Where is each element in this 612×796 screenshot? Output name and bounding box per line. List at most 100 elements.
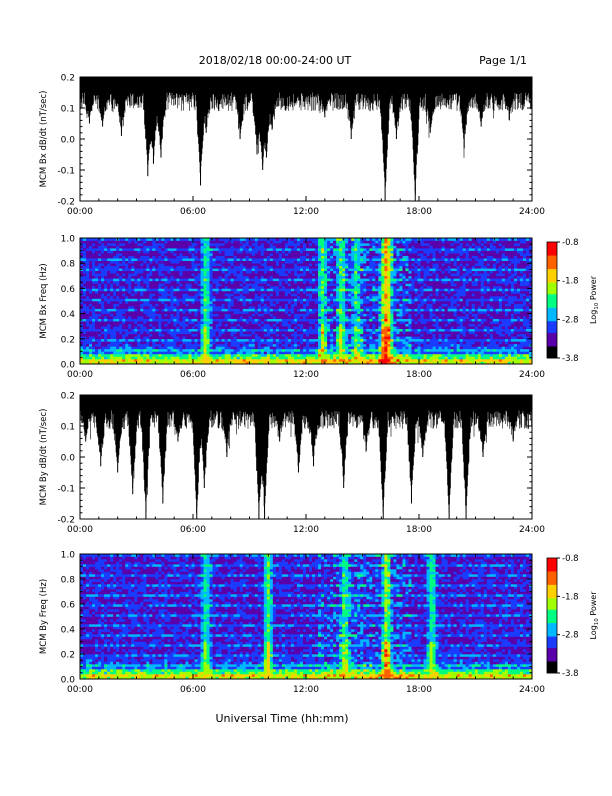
spectrogram-cell (378, 336, 381, 339)
spectrogram-cell (228, 349, 231, 352)
spectrogram-cell (442, 339, 445, 342)
spectrogram-cell (176, 324, 179, 327)
spectrogram-cell (381, 296, 384, 299)
spectrogram-cell (448, 288, 451, 291)
spectrogram-cell (110, 334, 113, 337)
spectrogram-cell (315, 321, 318, 324)
spectrogram-cell (424, 296, 427, 299)
spectrogram-cell (372, 301, 375, 304)
spectrogram-cell (439, 283, 442, 286)
spectrogram-cell (86, 311, 89, 314)
spectrogram-cell (493, 311, 496, 314)
spectrogram-cell (448, 304, 451, 307)
spectrogram-cell (300, 286, 303, 289)
spectrogram-cell (228, 326, 231, 329)
spectrogram-cell (249, 301, 252, 304)
spectrogram-cell (375, 314, 378, 317)
spectrogram-cell (330, 314, 333, 317)
spectrogram-cell (439, 298, 442, 301)
spectrogram-cell (225, 321, 228, 324)
spectrogram-cell (167, 298, 170, 301)
spectrogram-cell (107, 306, 110, 309)
spectrogram-cell (481, 298, 484, 301)
spectrogram-cell (131, 288, 134, 291)
spectrogram-cell (140, 311, 143, 314)
spectrogram-cell (384, 316, 387, 319)
spectrogram-cell (451, 304, 454, 307)
spectrogram-cell (297, 346, 300, 349)
spectrogram-cell (381, 293, 384, 296)
spectrogram-cell (198, 293, 201, 296)
spectrogram-cell (143, 281, 146, 284)
spectrogram-cell (294, 351, 297, 354)
spectrogram-cell (345, 298, 348, 301)
spectrogram-cell (478, 329, 481, 332)
spectrogram-cell (134, 293, 137, 296)
spectrogram-cell (216, 301, 219, 304)
spectrogram-cell (279, 324, 282, 327)
spectrogram-cell (279, 354, 282, 357)
spectrogram-cell (107, 329, 110, 332)
spectrogram-cell (502, 296, 505, 299)
spectrogram-cell (204, 309, 207, 312)
spectrogram-cell (484, 298, 487, 301)
spectrogram-cell (279, 344, 282, 347)
spectrogram-cell (179, 354, 182, 357)
spectrogram-cell (526, 346, 529, 349)
spectrogram-cell (315, 293, 318, 296)
spectrogram-cell (315, 329, 318, 332)
spectrogram-cell (396, 351, 399, 354)
spectrogram-cell (270, 326, 273, 329)
spectrogram-cell (396, 311, 399, 314)
spectrogram-cell (490, 291, 493, 294)
spectrogram-cell (424, 304, 427, 307)
spectrogram-cell (167, 288, 170, 291)
spectrogram-cell (155, 283, 158, 286)
spectrogram-cell (231, 321, 234, 324)
spectrogram-cell (288, 356, 291, 359)
spectrogram-cell (463, 319, 466, 322)
spectrogram-cell (285, 311, 288, 314)
spectrogram-cell (297, 331, 300, 334)
spectrogram-cell (321, 298, 324, 301)
spectrogram-cell (198, 351, 201, 354)
spectrogram-cell (89, 281, 92, 284)
spectrogram-cell (243, 298, 246, 301)
spectrogram-cell (255, 311, 258, 314)
spectrogram-cell (125, 283, 128, 286)
spectrogram-cell (330, 288, 333, 291)
spectrogram-cell (496, 349, 499, 352)
spectrogram-cell (378, 344, 381, 347)
spectrogram-cell (219, 346, 222, 349)
spectrogram-cell (152, 286, 155, 289)
spectrogram-cell (188, 356, 191, 359)
spectrogram-cell (173, 329, 176, 332)
spectrogram-cell (339, 324, 342, 327)
spectrogram-cell (405, 286, 408, 289)
spectrogram-cell (357, 346, 360, 349)
spectrogram-cell (457, 288, 460, 291)
spectrogram-cell (354, 321, 357, 324)
spectrogram-cell (119, 324, 122, 327)
spectrogram-cell (185, 283, 188, 286)
spectrogram-cell (390, 334, 393, 337)
spectrogram-cell (95, 321, 98, 324)
spectrogram-cell (228, 324, 231, 327)
spectrogram-cell (469, 339, 472, 342)
spectrogram-cell (204, 319, 207, 322)
spectrogram-cell (252, 354, 255, 357)
spectrogram-cell (387, 314, 390, 317)
spectrogram-cell (89, 314, 92, 317)
spectrogram-cell (336, 324, 339, 327)
spectrogram-cell (496, 331, 499, 334)
spectrogram-cell (396, 298, 399, 301)
spectrogram-cell (158, 296, 161, 299)
spectrogram-cell (321, 291, 324, 294)
spectrogram-cell (511, 293, 514, 296)
spectrogram-cell (427, 336, 430, 339)
spectrogram-cell (366, 331, 369, 334)
spectrogram-cell (457, 341, 460, 344)
spectrogram-cell (303, 331, 306, 334)
spectrogram-cell (333, 324, 336, 327)
spectrogram-cell (300, 324, 303, 327)
